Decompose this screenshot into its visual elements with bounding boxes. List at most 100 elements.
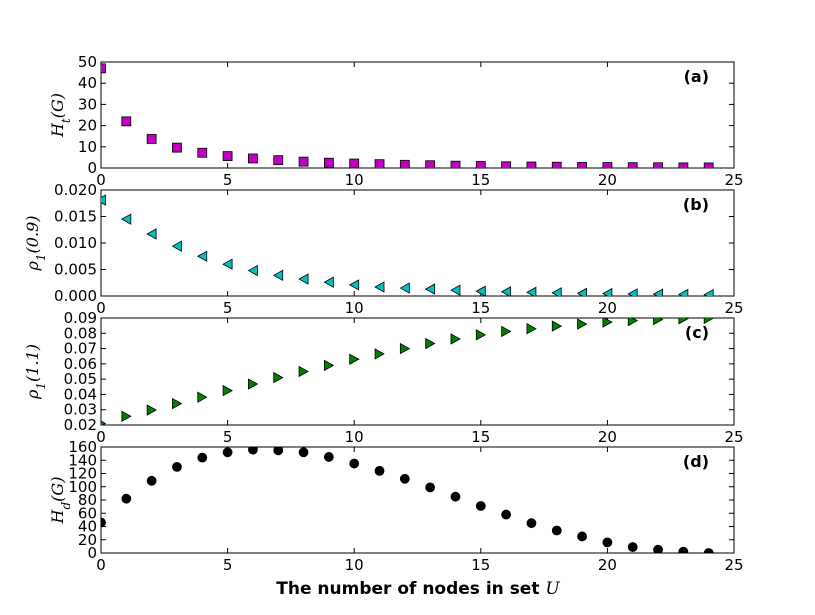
data-point [248, 153, 258, 164]
data-point [577, 531, 587, 542]
data-point [653, 318, 664, 326]
data-point [399, 473, 410, 484]
data-point [425, 337, 436, 350]
data-point [323, 276, 334, 288]
data-point [172, 461, 182, 472]
y-tick-label: 40 [78, 518, 97, 536]
plot-frame [100, 189, 735, 297]
panel-a: 0 5 10 15 20 25 0 10 20 30 40 50 Ht(G) (a) [48, 53, 744, 189]
plot-frame [100, 61, 735, 169]
data-point [399, 282, 410, 294]
y-tick-label: 60 [78, 504, 97, 522]
data-point [526, 161, 537, 168]
data-point [450, 284, 461, 296]
y-tick-label: 0.04 [64, 385, 97, 403]
y-tick-label: 0.02 [64, 416, 97, 434]
x-tick-label: 20 [598, 171, 617, 189]
data-point [501, 161, 512, 168]
data-point [703, 162, 714, 168]
x-tick-label: 0 [96, 299, 106, 317]
y-axis-label: Hd(G) [48, 477, 73, 525]
data-point [627, 288, 638, 296]
y-tick-label: 0.05 [64, 370, 97, 388]
data-point [652, 288, 663, 296]
data-point [222, 447, 233, 458]
data-point [703, 288, 714, 296]
data-point [475, 329, 487, 341]
data-series [101, 63, 714, 168]
data-point [121, 410, 132, 422]
panel-label: (a) [684, 67, 709, 86]
x-tick-label: 25 [724, 171, 743, 189]
data-point [551, 287, 562, 296]
data-point [627, 162, 638, 168]
data-point [627, 318, 639, 327]
data-point [501, 325, 512, 338]
x-tick-label: 15 [471, 556, 490, 574]
data-point [348, 279, 360, 291]
data-point [399, 342, 411, 355]
x-tick-label: 15 [471, 171, 490, 189]
data-point [602, 287, 613, 296]
x-tick-label: 0 [96, 556, 106, 574]
x-tick-label: 10 [345, 171, 364, 189]
data-point [298, 365, 309, 378]
data-point [101, 63, 106, 74]
x-tick-label: 20 [598, 299, 617, 317]
data-series [101, 447, 714, 553]
data-point [248, 378, 259, 390]
data-point [171, 240, 182, 252]
y-tick-label: 40 [78, 74, 97, 92]
plot-frame [100, 446, 735, 554]
data-point [577, 318, 588, 330]
y-tick-label: 30 [78, 95, 97, 113]
y-tick-label: 0.020 [54, 181, 97, 199]
y-tick-label: 0.015 [54, 208, 97, 226]
data-point [526, 323, 537, 335]
data-point [196, 250, 208, 262]
y-axis-label: Ht(G) [48, 93, 73, 138]
data-point [399, 159, 410, 168]
data-point [146, 228, 157, 240]
data-point [272, 269, 284, 282]
data-point [121, 116, 132, 127]
x-tick-label: 5 [223, 556, 233, 574]
y-tick-label: 20 [78, 531, 97, 549]
y-tick-label: 140 [68, 451, 97, 469]
x-tick-label: 0 [96, 428, 106, 446]
panel-b: 0 5 10 15 20 25 0.000 0.005 0.010 0.015 0.020 ρ1(0.… [23, 181, 744, 317]
data-point [349, 353, 360, 365]
data-point [424, 283, 436, 295]
panel-label: (d) [683, 452, 709, 471]
data-point [273, 447, 284, 456]
data-point [197, 452, 208, 463]
data-point [627, 542, 638, 552]
x-tick-label: 5 [223, 299, 233, 317]
y-tick-label: 0.07 [64, 340, 97, 358]
data-point [273, 371, 284, 384]
data-point [576, 287, 587, 296]
x-tick-label: 10 [345, 428, 364, 446]
data-point [425, 160, 436, 168]
data-point [501, 509, 512, 520]
data-point [551, 525, 562, 536]
y-tick-label: 160 [68, 438, 97, 456]
data-point [703, 318, 715, 324]
y-tick-label: 20 [78, 117, 97, 135]
data-point [101, 517, 106, 528]
data-point [500, 286, 512, 296]
y-tick-label: 0 [87, 544, 97, 562]
y-tick-label: 0.09 [64, 309, 97, 327]
data-point [374, 465, 385, 476]
data-point [475, 501, 486, 511]
data-point [349, 458, 360, 469]
data-point [323, 452, 334, 462]
data-point [101, 420, 107, 425]
data-point [247, 264, 258, 277]
data-point [101, 194, 106, 206]
data-point [172, 142, 182, 153]
data-series [101, 318, 715, 425]
y-tick-label: 0.000 [54, 287, 97, 305]
data-point [248, 447, 258, 455]
